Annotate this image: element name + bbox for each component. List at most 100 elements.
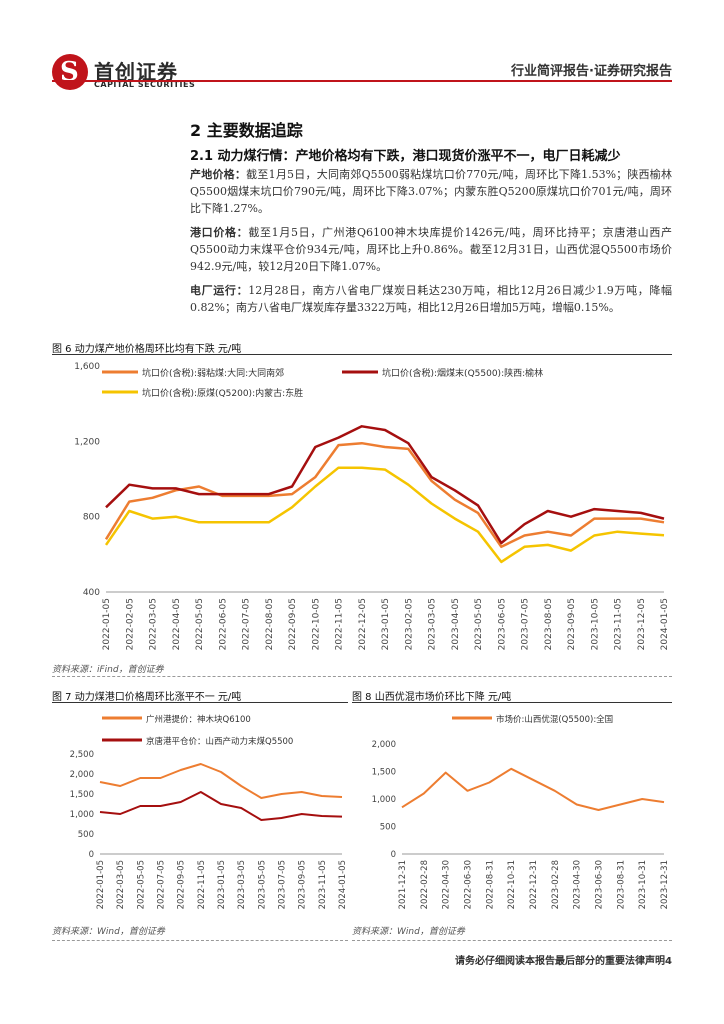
x-tick-label: 2023-01-05 <box>217 860 227 909</box>
x-tick-label: 2023-09-05 <box>567 598 577 650</box>
figure-7-source: 资料来源：Wind，首创证券 <box>52 927 165 937</box>
series-line <box>104 466 665 564</box>
y-tick-label: 1,000 <box>70 810 94 820</box>
paragraph-label: 电厂运行： <box>190 284 249 297</box>
figure-8-title: 图 8 山西优混市场价环比下降 元/吨 <box>352 692 512 703</box>
y-tick-label: 1,600 <box>74 362 100 372</box>
figure-6-source: 资料来源：iFind，首创证券 <box>52 665 164 675</box>
paragraph-label: 港口价格： <box>190 226 249 239</box>
x-tick-label: 2023-05-05 <box>257 860 267 909</box>
x-tick-label: 2023-12-31 <box>660 860 670 909</box>
y-tick-label: 400 <box>83 588 100 598</box>
report-type: 行业简评报告·证券研究报告 <box>511 64 672 79</box>
x-tick-label: 2023-04-05 <box>451 598 461 650</box>
x-tick-label: 2023-01-05 <box>381 598 391 650</box>
x-tick-label: 2022-01-05 <box>96 860 106 909</box>
x-tick-label: 2022-06-05 <box>218 598 228 650</box>
figure-6-source-divider <box>52 676 672 677</box>
figure-7-title: 图 7 动力煤港口价格周环比涨平不一 元/吨 <box>52 692 242 703</box>
x-tick-label: 2022-02-28 <box>420 860 430 909</box>
paragraph-text: 截至1月5日，大同南郊Q5500弱粘煤坑口价770元/吨，周环比下降1.53%；… <box>190 168 673 215</box>
figure-8-source: 资料来源：Wind，首创证券 <box>352 927 465 937</box>
legend-label: 坑口价(含税):原煤(Q5200):内蒙古:东胜 <box>142 387 303 399</box>
x-tick-label: 2022-11-05 <box>197 860 207 909</box>
x-tick-label: 2023-09-05 <box>298 860 308 909</box>
x-tick-label: 2023-11-05 <box>318 860 328 909</box>
x-tick-label: 2023-06-30 <box>595 860 605 909</box>
x-tick-label: 2022-07-05 <box>242 598 252 650</box>
header-divider <box>52 80 672 82</box>
x-tick-label: 2022-11-05 <box>335 598 345 650</box>
x-tick-label: 2023-11-05 <box>614 598 624 650</box>
x-tick-label: 2023-10-05 <box>590 598 600 650</box>
paragraph-port-price: 港口价格：截至1月5日，广州港Q6100神木块库提价1426元/吨，周环比持平；… <box>190 224 672 275</box>
figure-6-chart: 400 800 1,200 1,600 2022-01-05 2022-02-05 2022… <box>74 362 670 650</box>
y-tick-label: 0 <box>89 850 94 860</box>
x-tick-label: 2022-06-30 <box>464 860 474 909</box>
paragraph-text: 截至1月5日，广州港Q6100神木块库提价1426元/吨，周环比持平；京唐港山西… <box>190 226 672 273</box>
figure-8-source-divider <box>352 940 672 941</box>
figure-6-title: 图 6 动力煤产地价格周环比均有下跌 元/吨 <box>52 344 242 355</box>
x-tick-label: 2023-07-05 <box>278 860 288 909</box>
figure-7-chart: 0 500 1,000 1,500 2,000 2,500 2022-01-05 2022-0… <box>70 714 348 909</box>
brand-name-en: CAPITAL SECURITIES <box>94 80 196 89</box>
y-tick-label: 500 <box>78 830 94 840</box>
y-tick-label: 500 <box>380 823 396 833</box>
x-tick-label: 2022-02-05 <box>125 598 135 650</box>
x-tick-label: 2023-07-05 <box>521 598 531 650</box>
y-tick-label: 800 <box>83 513 100 523</box>
x-tick-label: 2022-04-30 <box>442 860 452 909</box>
x-tick-label: 2022-12-05 <box>358 598 368 650</box>
x-tick-label: 2022-05-05 <box>136 860 146 909</box>
figure-6-rule <box>52 354 672 355</box>
x-tick-label: 2023-10-31 <box>638 860 648 909</box>
x-tick-label: 2023-05-05 <box>474 598 484 650</box>
legend-label: 京唐港平仓价：山西产动力末煤Q5500 <box>146 736 293 747</box>
x-tick-label: 2021-12-31 <box>398 860 408 909</box>
y-tick-label: 1,200 <box>74 437 100 447</box>
legend-label: 市场价:山西优混(Q5500):全国 <box>496 714 613 725</box>
x-tick-label: 2022-04-05 <box>172 598 182 650</box>
y-tick-label: 2,500 <box>70 750 94 760</box>
section-subtitle: 2.1 动力煤行情：产地价格均有下跌，港口现货价涨平不一，电厂日耗减少 <box>190 149 621 164</box>
x-tick-label: 2022-12-31 <box>529 860 539 909</box>
x-tick-label: 2022-09-05 <box>177 860 187 909</box>
y-tick-label: 1,500 <box>372 768 396 778</box>
x-tick-label: 2023-08-31 <box>616 860 626 909</box>
brand-logo-icon: S <box>52 54 88 90</box>
figure-8-rule <box>352 702 672 703</box>
series-line <box>104 441 665 549</box>
series-line <box>105 425 665 545</box>
x-tick-label: 2023-12-05 <box>637 598 647 650</box>
x-tick-label: 2023-03-05 <box>237 860 247 909</box>
legend-label: 坑口价(含税):弱粘煤:大同:大同南郊 <box>142 367 284 379</box>
x-tick-label: 2022-10-31 <box>507 860 517 909</box>
x-tick-label: 2022-01-05 <box>102 598 112 650</box>
section-title: 2 主要数据追踪 <box>190 121 303 140</box>
y-tick-label: 1,000 <box>372 795 396 805</box>
x-tick-label: 2022-05-05 <box>195 598 205 650</box>
x-tick-label: 2024-01-05 <box>338 860 348 909</box>
paragraph-origin-price: 产地价格：截至1月5日，大同南郊Q5500弱粘煤坑口价770元/吨，周环比下降1… <box>190 166 672 217</box>
figure-7-rule <box>52 702 348 703</box>
legend-label: 坑口价(含税):烟煤末(Q5500):陕西:榆林 <box>382 367 543 379</box>
y-tick-label: 1,500 <box>70 790 94 800</box>
series-line <box>401 767 665 811</box>
series-line <box>99 791 343 821</box>
y-tick-label: 0 <box>391 850 396 860</box>
series-line <box>99 763 343 799</box>
y-tick-label: 2,000 <box>70 770 94 780</box>
y-tick-label: 2,000 <box>372 740 396 750</box>
x-tick-label: 2022-10-05 <box>311 598 321 650</box>
paragraph-text: 12月28日，南方八省电厂煤炭日耗达230万吨，相比12月26日减少1.9万吨，… <box>190 284 672 314</box>
legal-footer: 请务必仔细阅读本报告最后部分的重要法律声明4 <box>455 956 672 967</box>
figure-8-chart: 0 500 1,000 1,500 2,000 2021-12-31 2022-02-28 2… <box>372 714 670 909</box>
legend-label: 广州港提价：神木块Q6100 <box>146 714 251 725</box>
x-tick-label: 2022-08-05 <box>265 598 275 650</box>
x-tick-label: 2023-02-28 <box>551 860 561 909</box>
x-tick-label: 2022-09-05 <box>288 598 298 650</box>
x-tick-label: 2024-01-05 <box>660 598 670 650</box>
x-tick-label: 2022-03-05 <box>149 598 159 650</box>
x-tick-label: 2022-07-05 <box>157 860 167 909</box>
x-tick-label: 2023-03-05 <box>428 598 438 650</box>
